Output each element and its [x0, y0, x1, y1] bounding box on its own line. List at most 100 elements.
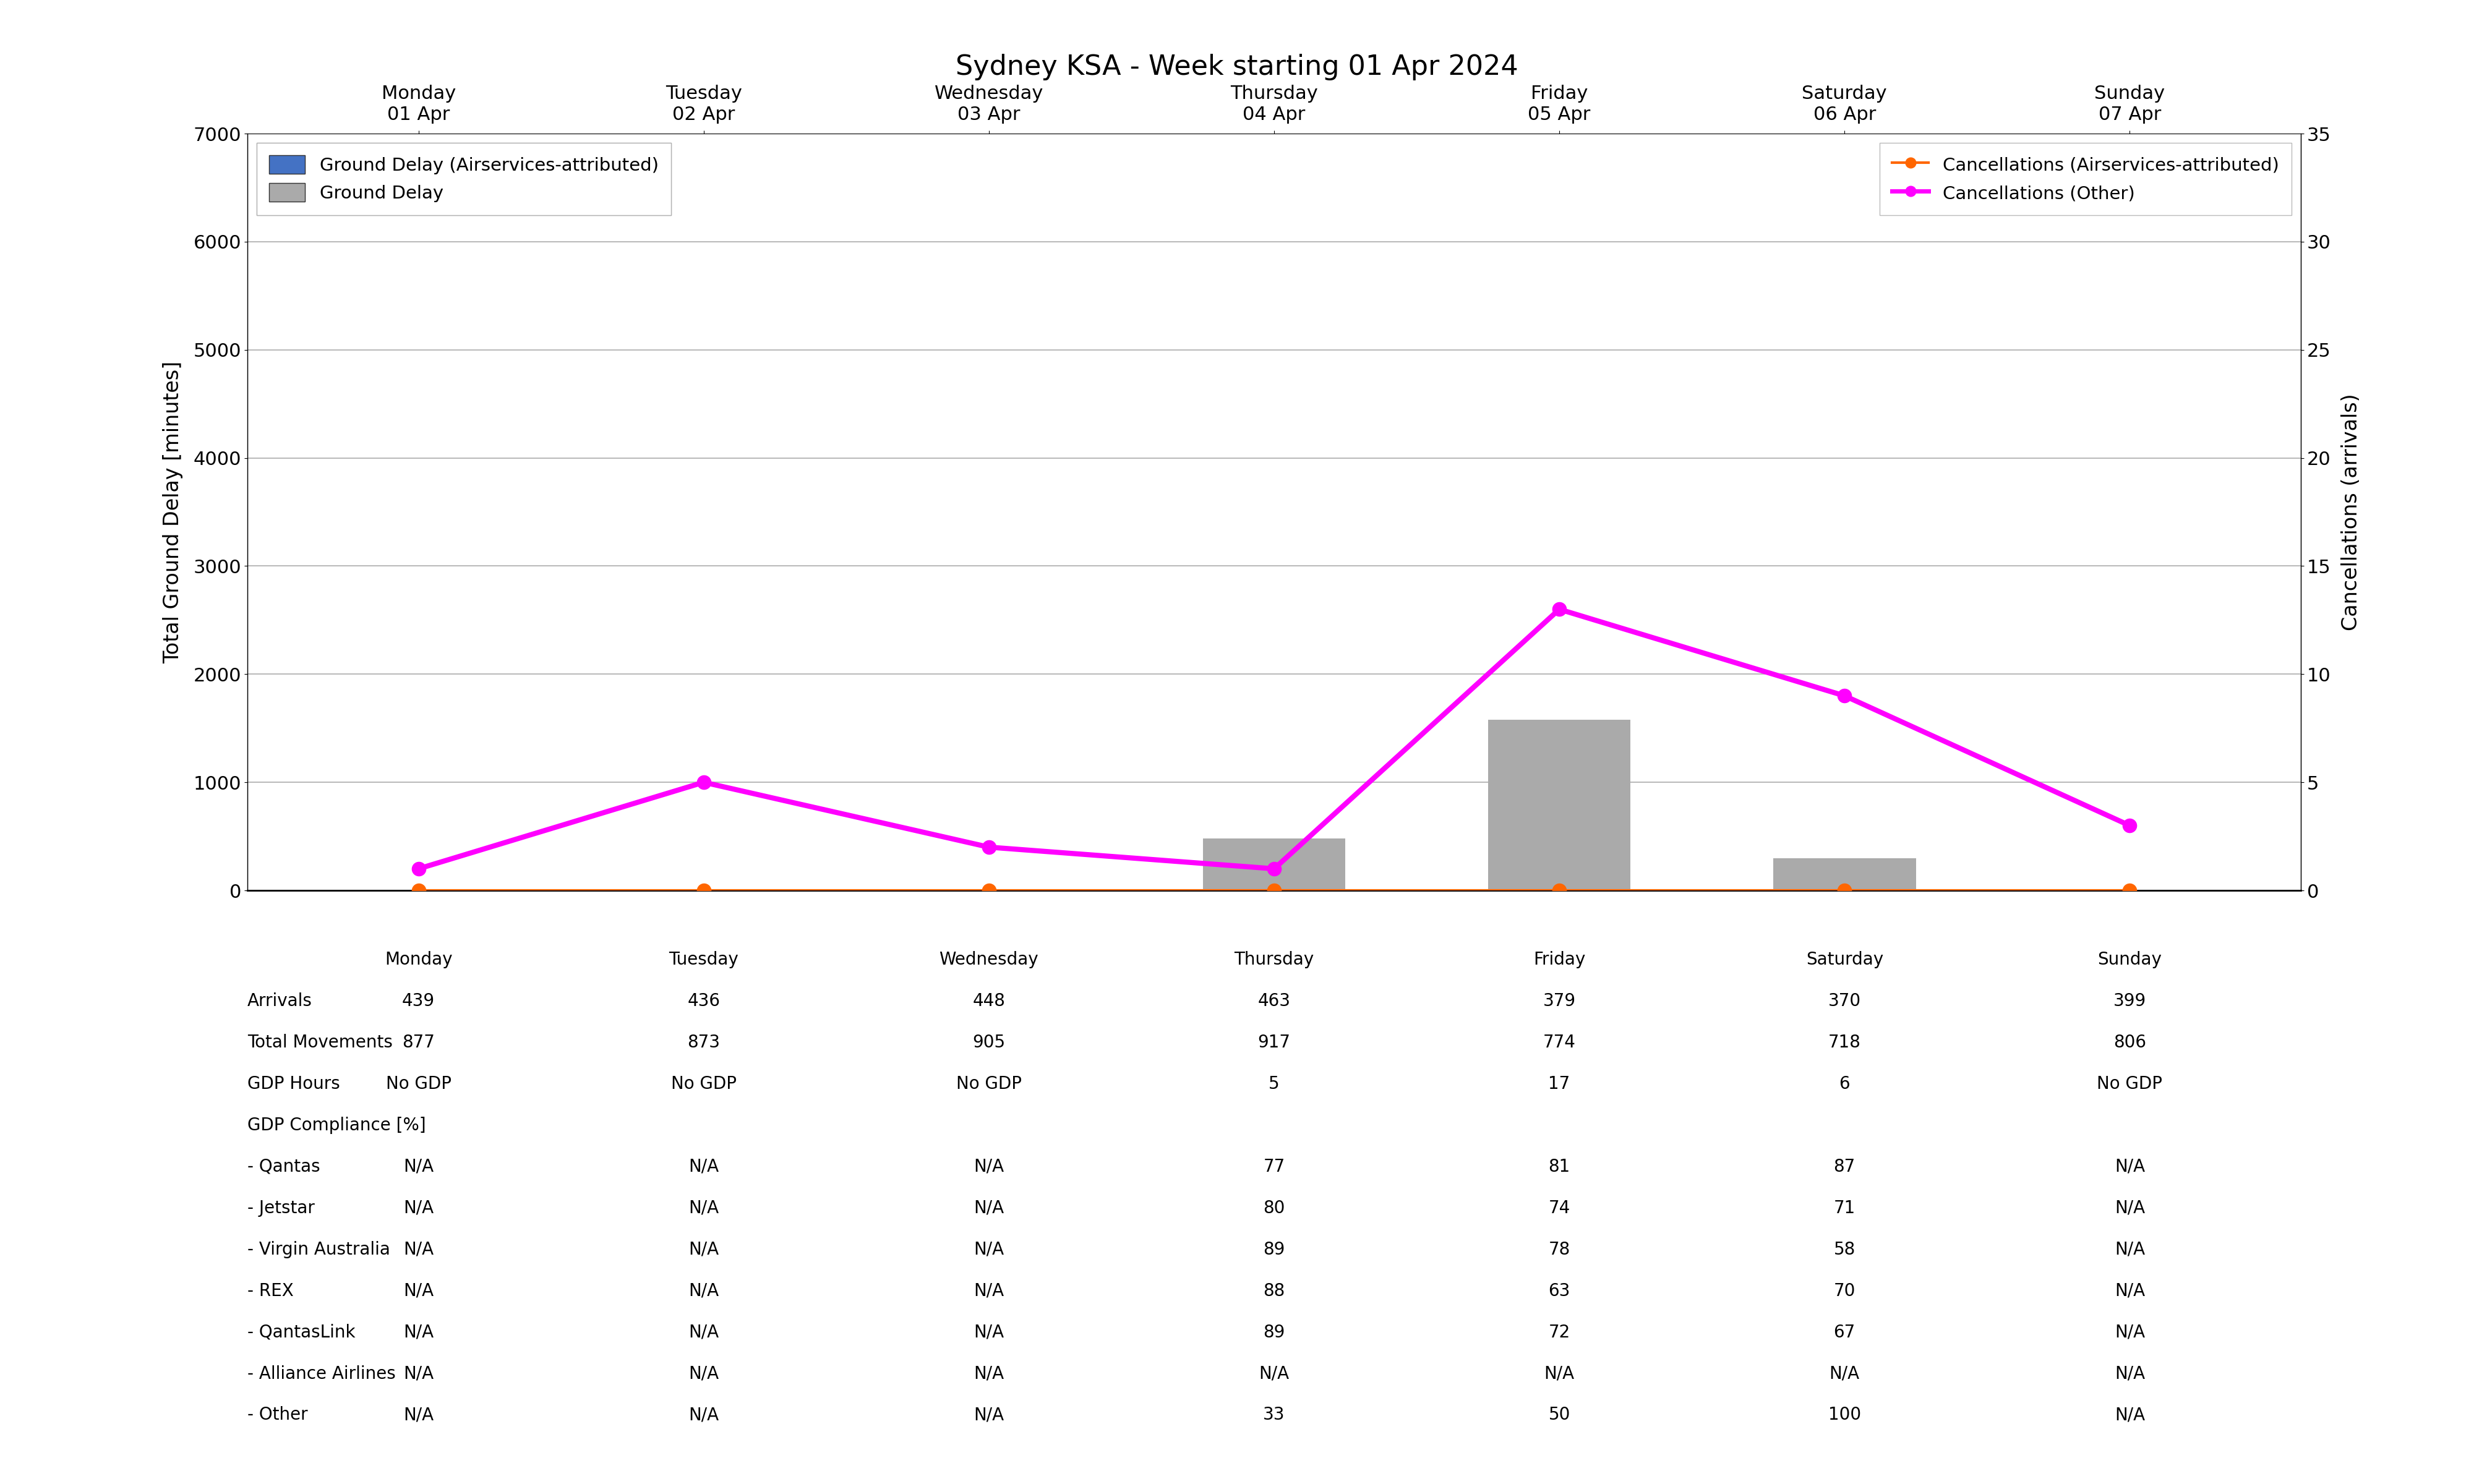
- Cancellations (Airservices-attributed): [975, 881, 1004, 899]
- Text: N/A: N/A: [688, 1241, 720, 1258]
- Text: N/A: N/A: [403, 1241, 433, 1258]
- Cancellations (Other): [403, 859, 433, 877]
- Text: 78: 78: [1549, 1241, 1571, 1258]
- Text: N/A: N/A: [688, 1324, 720, 1342]
- Bar: [1487, 720, 1630, 890]
- Text: N/A: N/A: [2115, 1158, 2145, 1175]
- Cancellations (Airservices-attributed): [403, 881, 433, 899]
- Cancellations (Other): [1544, 601, 1573, 619]
- Cancellations (Airservices-attributed): [1544, 881, 1573, 899]
- Text: 81: 81: [1549, 1158, 1571, 1175]
- Text: N/A: N/A: [2115, 1365, 2145, 1382]
- Text: - Other: - Other: [247, 1407, 307, 1423]
- Text: N/A: N/A: [688, 1407, 720, 1423]
- Text: 917: 917: [1257, 1034, 1291, 1051]
- Text: N/A: N/A: [2115, 1241, 2145, 1258]
- Text: No GDP: No GDP: [955, 1074, 1022, 1092]
- Text: N/A: N/A: [975, 1241, 1004, 1258]
- Text: Monday: Monday: [383, 951, 453, 968]
- Text: Friday: Friday: [1534, 951, 1586, 968]
- Cancellations (Other): [975, 838, 1004, 856]
- Cancellations (Other): [1259, 859, 1289, 877]
- Text: 63: 63: [1549, 1282, 1571, 1300]
- Text: Tuesday: Tuesday: [668, 951, 740, 968]
- Text: 905: 905: [972, 1034, 1004, 1051]
- Text: No GDP: No GDP: [670, 1074, 737, 1092]
- Cancellations (Other): [688, 773, 717, 791]
- Text: 448: 448: [972, 993, 1004, 1009]
- Text: 80: 80: [1264, 1199, 1284, 1217]
- Text: N/A: N/A: [975, 1365, 1004, 1382]
- Text: N/A: N/A: [2115, 1324, 2145, 1342]
- Text: N/A: N/A: [1828, 1365, 1860, 1382]
- Text: 17: 17: [1549, 1074, 1571, 1092]
- Text: - REX: - REX: [247, 1282, 294, 1300]
- Text: 72: 72: [1549, 1324, 1571, 1342]
- Text: Wednesday: Wednesday: [940, 951, 1039, 968]
- Text: 33: 33: [1264, 1407, 1284, 1423]
- Text: GDP Hours: GDP Hours: [247, 1074, 339, 1092]
- Text: Arrivals: Arrivals: [247, 993, 312, 1009]
- Text: 370: 370: [1828, 993, 1860, 1009]
- Text: 67: 67: [1833, 1324, 1856, 1342]
- Text: 873: 873: [688, 1034, 720, 1051]
- Text: N/A: N/A: [688, 1158, 720, 1175]
- Cancellations (Other): [1831, 687, 1860, 705]
- Text: 877: 877: [403, 1034, 435, 1051]
- Text: N/A: N/A: [403, 1199, 433, 1217]
- Cancellations (Airservices-attributed): [1831, 881, 1860, 899]
- Text: N/A: N/A: [403, 1282, 433, 1300]
- Text: Total Movements: Total Movements: [247, 1034, 393, 1051]
- Text: N/A: N/A: [2115, 1199, 2145, 1217]
- Text: 70: 70: [1833, 1282, 1856, 1300]
- Text: No GDP: No GDP: [386, 1074, 450, 1092]
- Text: 50: 50: [1549, 1407, 1571, 1423]
- Text: 463: 463: [1257, 993, 1291, 1009]
- Text: No GDP: No GDP: [2098, 1074, 2162, 1092]
- Text: 77: 77: [1264, 1158, 1284, 1175]
- Text: N/A: N/A: [688, 1282, 720, 1300]
- Text: N/A: N/A: [1544, 1365, 1573, 1382]
- Y-axis label: Total Ground Delay [minutes]: Total Ground Delay [minutes]: [163, 361, 183, 663]
- Text: Sunday: Sunday: [2098, 951, 2162, 968]
- Y-axis label: Cancellations (arrivals): Cancellations (arrivals): [2340, 393, 2363, 631]
- Text: N/A: N/A: [403, 1158, 433, 1175]
- Line: Cancellations (Airservices-attributed): Cancellations (Airservices-attributed): [411, 883, 2138, 898]
- Text: 89: 89: [1264, 1241, 1284, 1258]
- Legend: Cancellations (Airservices-attributed), Cancellations (Other): Cancellations (Airservices-attributed), …: [1880, 142, 2291, 215]
- Text: 87: 87: [1833, 1158, 1856, 1175]
- Text: N/A: N/A: [2115, 1282, 2145, 1300]
- Text: N/A: N/A: [975, 1158, 1004, 1175]
- Text: N/A: N/A: [975, 1282, 1004, 1300]
- Text: 5: 5: [1269, 1074, 1279, 1092]
- Text: N/A: N/A: [2115, 1407, 2145, 1423]
- Text: - Virgin Australia: - Virgin Australia: [247, 1241, 391, 1258]
- Cancellations (Airservices-attributed): [688, 881, 717, 899]
- Text: N/A: N/A: [688, 1199, 720, 1217]
- Text: 774: 774: [1544, 1034, 1576, 1051]
- Text: Saturday: Saturday: [1806, 951, 1883, 968]
- Text: 379: 379: [1544, 993, 1576, 1009]
- Text: 71: 71: [1833, 1199, 1856, 1217]
- Text: - Alliance Airlines: - Alliance Airlines: [247, 1365, 396, 1382]
- Text: 436: 436: [688, 993, 720, 1009]
- Text: 100: 100: [1828, 1407, 1860, 1423]
- Text: 399: 399: [2113, 993, 2145, 1009]
- Text: N/A: N/A: [975, 1199, 1004, 1217]
- Legend: Ground Delay (Airservices-attributed), Ground Delay: Ground Delay (Airservices-attributed), G…: [257, 142, 670, 215]
- Line: Cancellations (Other): Cancellations (Other): [411, 603, 2138, 876]
- Text: Thursday: Thursday: [1235, 951, 1314, 968]
- Text: - Jetstar: - Jetstar: [247, 1199, 314, 1217]
- Text: 439: 439: [403, 993, 435, 1009]
- Text: N/A: N/A: [975, 1324, 1004, 1342]
- Bar: [1774, 858, 1915, 890]
- Text: Sydney KSA - Week starting 01 Apr 2024: Sydney KSA - Week starting 01 Apr 2024: [955, 53, 1519, 80]
- Text: N/A: N/A: [403, 1365, 433, 1382]
- Text: GDP Compliance [%]: GDP Compliance [%]: [247, 1116, 426, 1134]
- Text: 88: 88: [1264, 1282, 1284, 1300]
- Text: 806: 806: [2113, 1034, 2145, 1051]
- Text: - QantasLink: - QantasLink: [247, 1324, 356, 1342]
- Text: N/A: N/A: [403, 1324, 433, 1342]
- Text: N/A: N/A: [975, 1407, 1004, 1423]
- Cancellations (Airservices-attributed): [2115, 881, 2145, 899]
